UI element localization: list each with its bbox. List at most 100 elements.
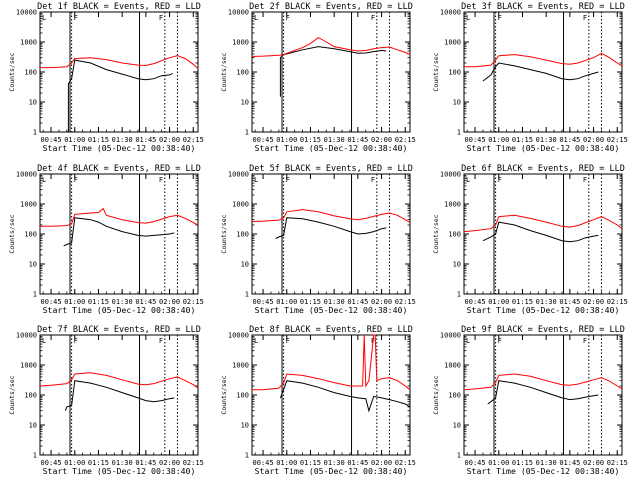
marker-label: L [254,14,258,22]
x-tick-label: 01:30 [324,459,345,467]
events-series-line [482,62,599,82]
y-tick-label: 1 [33,129,37,137]
y-axis-label: Counts/sec [432,375,440,414]
chart-panel-1: Det 1f BLACK = Events, RED = LLD 1 10 100 10… [8,2,204,153]
y-tick-label: 10 [241,422,249,430]
x-axis-label: Start Time (05-Dec-12 00:38:40) [43,466,196,476]
y-tick-label: 10 [29,261,37,269]
events-series-line [279,46,387,97]
chart-panel-6: Det 6f BLACK = Events, RED = LLD 1 10 100 10… [432,164,628,315]
y-tick-label: 1000 [444,201,461,209]
marker-label: L [466,337,470,345]
x-tick-label: 01:45 [559,298,580,306]
y-tick-label: 1000 [232,362,249,370]
y-tick-label: 10 [453,99,461,107]
marker-label: F [286,14,290,22]
x-tick-label: 02:00 [583,298,604,306]
lld-series-line [251,37,411,57]
x-tick-label: 01:30 [324,298,345,306]
x-tick-label: 00:45 [41,459,62,467]
x-tick-label: 01:00 [488,298,509,306]
x-tick-label: 01:15 [512,298,533,306]
x-axis-label: Start Time (05-Dec-12 00:38:40) [255,305,408,315]
events-series-line [67,59,173,132]
x-axis-label: Start Time (05-Dec-12 00:38:40) [255,143,408,153]
y-tick-label: 10000 [16,332,37,340]
y-axis-label: Counts/sec [432,214,440,253]
y-tick-label: 1 [245,129,249,137]
events-series-line [63,217,175,247]
x-tick-label: 01:15 [512,136,533,144]
marker-label: L [42,14,46,22]
x-tick-label: 01:30 [536,459,557,467]
marker-label: F [159,337,163,345]
y-tick-label: 1 [457,291,461,299]
x-tick-label: 00:45 [41,136,62,144]
y-tick-label: 10000 [228,332,249,340]
marker-label: L [466,14,470,22]
x-tick-label: 02:00 [371,298,392,306]
y-tick-label: 10000 [228,9,249,17]
x-tick-label: 01:00 [276,298,297,306]
chart-title: Det 4f BLACK = Events, RED = LLD [37,164,201,174]
y-tick-label: 100 [236,392,249,400]
x-tick-label: 01:15 [300,459,321,467]
x-tick-label: 01:30 [324,136,345,144]
x-tick-label: 01:00 [64,298,85,306]
events-series-line [487,380,599,405]
marker-label: F [498,14,502,22]
y-tick-label: 1 [33,452,37,460]
x-tick-label: 00:45 [253,136,274,144]
x-tick-label: 01:00 [488,459,509,467]
events-series-line [64,380,175,411]
y-axis-label: Counts/sec [8,52,16,91]
plot-frame [251,173,411,295]
marker-label: L [42,176,46,184]
chart-title: Det 2f BLACK = Events, RED = LLD [249,2,413,12]
y-tick-label: 10000 [16,9,37,17]
y-tick-label: 1000 [232,201,249,209]
y-axis-label: Counts/sec [220,375,228,414]
marker-label: L [254,337,258,345]
marker-label: L [42,337,46,345]
x-tick-label: 02:00 [371,136,392,144]
chart-title: Det 8f BLACK = Events, RED = LLD [249,325,413,335]
lld-series-line [464,52,623,68]
x-tick-label: 02:15 [607,459,628,467]
plot-frame [251,334,411,456]
y-tick-label: 1 [245,291,249,299]
lld-series-line [463,214,623,233]
chart-title: Det 7f BLACK = Events, RED = LLD [37,325,201,335]
plot-frame [39,173,199,295]
y-tick-label: 1000 [444,39,461,47]
y-tick-label: 1 [245,452,249,460]
x-tick-label: 02:15 [183,459,204,467]
y-tick-label: 10000 [440,9,461,17]
marker-label: F [583,337,587,345]
marker-label: F [74,176,78,184]
x-tick-label: 02:15 [395,136,416,144]
x-tick-label: 02:15 [607,136,628,144]
chart-title: Det 5f BLACK = Events, RED = LLD [249,164,413,174]
y-tick-label: 100 [448,69,461,77]
marker-label: F [498,337,502,345]
x-tick-label: 02:00 [159,459,180,467]
chart-panel-3: Det 3f BLACK = Events, RED = LLD 1 10 100 10… [432,2,628,153]
marker-label: F [498,176,502,184]
x-tick-label: 01:15 [512,459,533,467]
chart-title: Det 1f BLACK = Events, RED = LLD [37,2,201,12]
x-tick-label: 01:15 [88,136,109,144]
x-tick-label: 02:00 [159,298,180,306]
marker-label: F [74,14,78,22]
x-tick-label: 00:45 [465,459,486,467]
x-tick-label: 01:45 [135,136,156,144]
x-tick-label: 01:45 [559,459,580,467]
marker-label: L [466,176,470,184]
y-tick-label: 10 [29,422,37,430]
y-tick-label: 1 [457,452,461,460]
x-tick-label: 01:15 [88,298,109,306]
y-axis-label: Counts/sec [220,52,228,91]
chart-title: Det 9f BLACK = Events, RED = LLD [461,325,625,335]
chart-title: Det 3f BLACK = Events, RED = LLD [461,2,625,12]
y-axis-label: Counts/sec [8,214,16,253]
